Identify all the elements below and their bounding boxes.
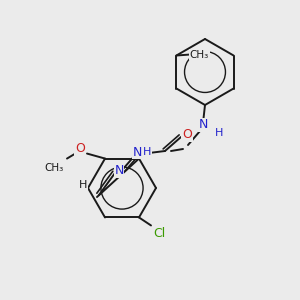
Text: Cl: Cl xyxy=(153,227,165,240)
Text: O: O xyxy=(75,142,85,155)
Text: N: N xyxy=(114,164,124,178)
Text: N: N xyxy=(132,146,142,158)
Text: H: H xyxy=(215,128,223,138)
Text: CH₃: CH₃ xyxy=(190,50,209,59)
Text: N: N xyxy=(198,118,208,131)
Text: O: O xyxy=(182,128,192,142)
Text: H: H xyxy=(79,180,87,190)
Text: CH₃: CH₃ xyxy=(44,163,64,172)
Text: H: H xyxy=(143,147,151,157)
